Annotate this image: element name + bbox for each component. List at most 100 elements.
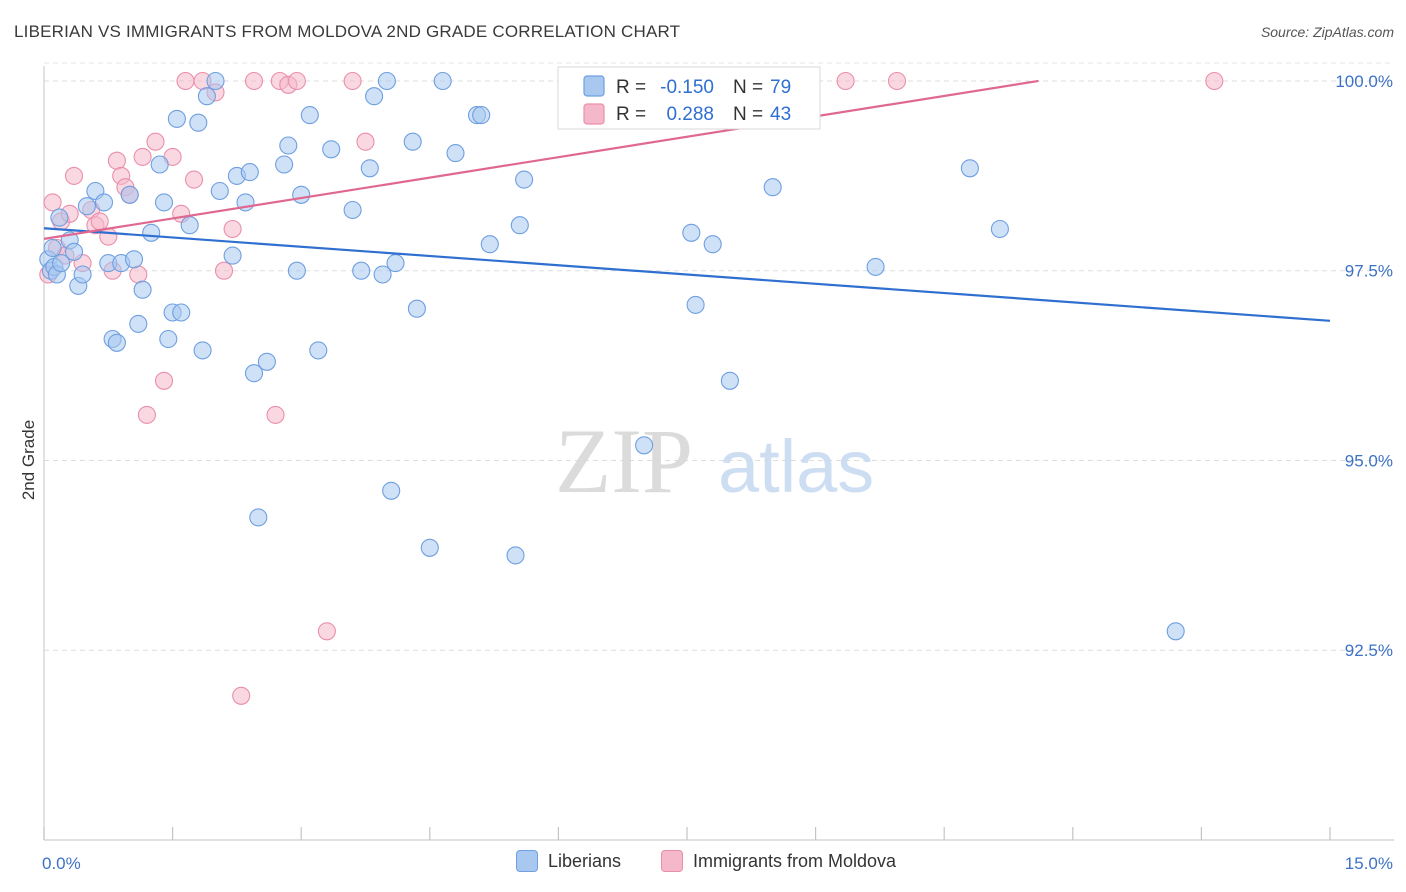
legend-n-value-1: 79 [770,77,791,98]
point-moldova [232,686,251,705]
point-liberians [382,481,401,500]
point-liberians [703,235,722,254]
point-liberians [154,193,174,212]
legend-r-value-1: -0.150 [660,77,714,98]
point-liberians [292,185,311,204]
series-legend: Liberians Immigrants from Moldova [0,850,1406,878]
point-liberians [167,109,186,128]
point-liberians [133,280,152,299]
point-liberians [322,140,341,159]
point-liberians [506,546,525,565]
point-moldova [317,622,336,641]
point-liberians [94,193,114,212]
trend-line-liberians [43,227,1331,322]
point-moldova [184,170,204,189]
point-liberians [240,163,259,182]
point-liberians [403,132,422,151]
point-liberians [386,254,405,273]
point-liberians [433,71,452,91]
point-moldova [223,219,242,239]
point-liberians [244,364,264,383]
point-moldova [129,265,148,284]
point-liberians [257,352,276,371]
point-moldova [266,405,285,424]
point-liberians [52,254,71,273]
point-liberians [510,216,529,235]
point-moldova [1205,71,1224,91]
watermark: ZIP atlas [555,410,874,512]
chart-title: LIBERIAN VS IMMIGRANTS FROM MOLDOVA 2ND … [14,22,681,41]
legend-item-moldova: Immigrants from Moldova [661,850,896,872]
point-liberians [1166,622,1185,641]
point-moldova [214,261,234,280]
point-liberians [73,265,92,284]
legend-label-moldova: Immigrants from Moldova [693,850,897,871]
series-liberians-points [39,71,1185,641]
x-tick-label-max: 15.0% [1345,854,1393,873]
point-liberians [287,261,306,280]
point-liberians [682,223,701,242]
point-liberians [43,238,62,258]
legend-r-value-2: 0.288 [666,104,714,125]
point-moldova [887,71,907,91]
point-moldova [343,71,362,91]
point-moldova [836,71,855,91]
point-liberians [142,223,161,242]
point-liberians [352,261,371,280]
point-liberians [420,538,439,557]
watermark-zip: ZIP [555,410,693,512]
point-liberians [64,242,84,261]
point-moldova [356,132,375,151]
y-tick-label: 95.0% [1345,451,1393,470]
y-tick-labels: 100.0% 97.5% 95.0% 92.5% [1335,72,1393,660]
point-liberians [150,155,169,174]
point-liberians [446,144,465,163]
point-moldova [90,212,109,231]
y-axis-label: 2nd Grade [19,420,38,500]
legend-r-label-1: R = [616,77,646,98]
point-liberians [960,159,979,178]
point-moldova [64,166,84,185]
point-liberians [172,303,191,322]
point-liberians [360,159,379,178]
legend-swatch-liberians [516,850,538,872]
legend-label-liberians: Liberians [548,850,622,871]
point-liberians [720,371,739,390]
stats-legend-swatch-pink [583,103,605,125]
point-liberians [300,106,319,125]
point-liberians [763,178,782,197]
point-liberians [515,170,534,189]
point-moldova [154,371,174,390]
axes [43,66,1394,841]
source-credit: Source: ZipAtlas.com [1260,24,1394,40]
legend-n-value-2: 43 [770,104,791,125]
legend-item-liberians: Liberians [516,850,621,872]
point-liberians [77,197,96,216]
point-moldova [176,71,195,91]
point-moldova [146,132,165,151]
watermark-atlas: atlas [718,425,874,508]
point-liberians [129,314,148,333]
point-moldova [244,71,264,91]
point-moldova [133,147,152,166]
point-liberians [249,508,268,527]
point-liberians [210,181,229,201]
point-liberians [223,246,242,265]
point-liberians [635,436,654,455]
point-moldova [107,151,126,170]
point-liberians [407,299,426,318]
x-tick-label-min: 0.0% [42,854,81,873]
point-liberians [866,257,885,276]
point-liberians [193,341,212,360]
point-liberians [373,265,392,284]
trend-line-moldova [43,79,1039,240]
point-liberians [275,155,294,174]
point-liberians [279,136,298,155]
point-liberians [124,250,144,269]
point-liberians [206,71,225,91]
point-liberians [309,341,328,360]
point-liberians [686,295,705,314]
y-tick-label: 100.0% [1335,72,1393,91]
point-liberians [180,216,199,235]
